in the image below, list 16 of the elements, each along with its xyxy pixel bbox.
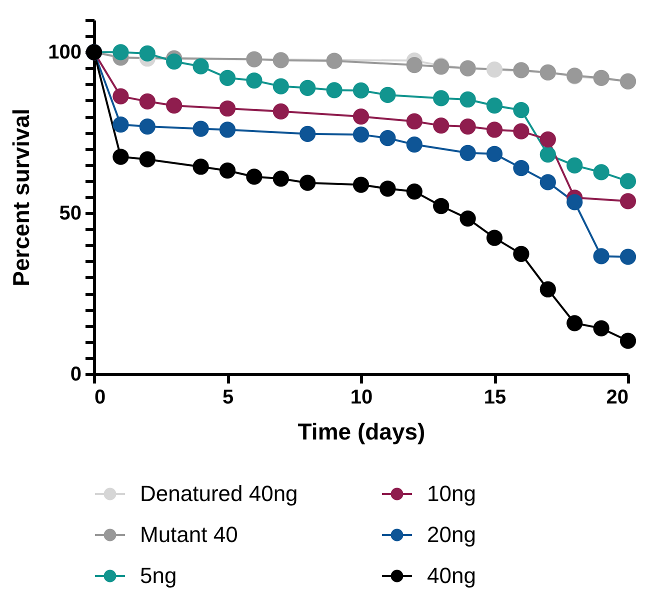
x-tick-label: 10 (350, 386, 373, 408)
y-tick-label: 0 (70, 364, 82, 386)
x-tick-label: 20 (606, 386, 628, 408)
x-tick-label: 0 (94, 386, 106, 408)
legend-label: 40ng (427, 563, 476, 588)
y-axis-title: Percent survival (8, 108, 34, 286)
x-tick-label: 15 (484, 386, 506, 408)
x-axis-title: Time (days) (298, 418, 426, 444)
y-tick-label: 100 (48, 42, 82, 64)
legend-label: Mutant 40 (140, 522, 238, 547)
legend-label: 5ng (140, 563, 177, 588)
x-tick-label: 5 (222, 386, 234, 408)
legend-label: 10ng (427, 481, 476, 506)
legend-label: 20ng (427, 522, 476, 547)
legend-label: Denatured 40ng (140, 481, 298, 506)
y-tick-label: 50 (59, 202, 82, 225)
